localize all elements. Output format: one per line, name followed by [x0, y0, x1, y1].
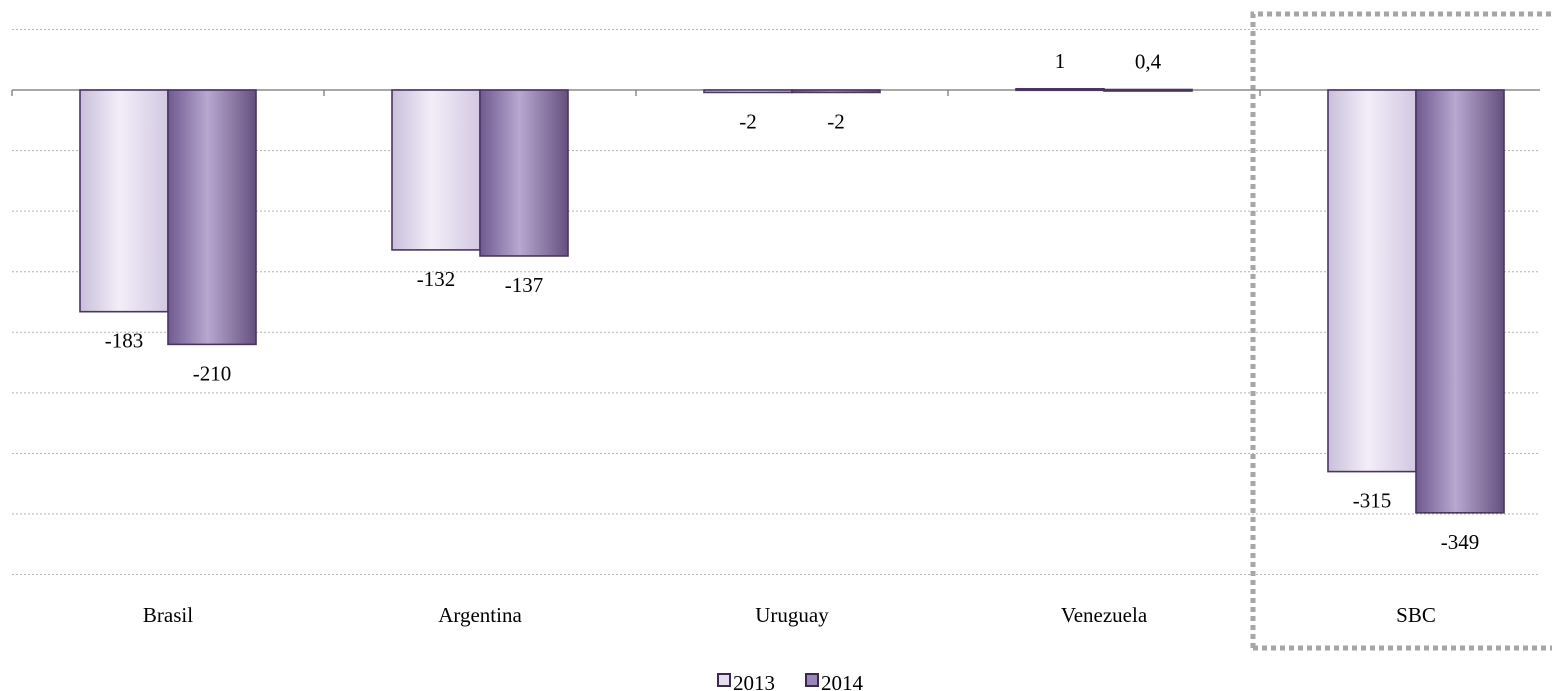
legend-label-2014: 2014	[821, 671, 864, 691]
category-label-brasil: Brasil	[143, 603, 193, 627]
bar-2014-brasil	[167, 89, 257, 346]
legend-swatch-2014	[805, 673, 819, 687]
highlight-box	[1250, 11, 1552, 651]
bar-2013-argentina	[391, 89, 481, 251]
category-label-argentina: Argentina	[438, 603, 522, 627]
category-label-sbc: SBC	[1396, 603, 1436, 627]
data-label-2013-venezuela: 1	[1055, 49, 1066, 73]
legend-label-2013: 2013	[733, 671, 775, 691]
bar-2013-sbc	[1327, 89, 1417, 473]
category-label-uruguay: Uruguay	[755, 603, 829, 627]
data-label-2014-sbc: -349	[1441, 530, 1480, 554]
data-label-2014-argentina: -137	[505, 273, 544, 297]
bar-2014-venezuela	[1103, 88, 1193, 92]
bar-2014-uruguay	[791, 89, 881, 94]
bar-2013-uruguay	[703, 89, 793, 94]
gridlines	[12, 28, 1540, 576]
data-label-2013-uruguay: -2	[739, 109, 757, 133]
legend: 2013 2014	[717, 671, 864, 691]
data-label-2014-brasil: -210	[193, 361, 232, 385]
data-label-2013-argentina: -132	[417, 267, 456, 291]
category-labels: Brasil Argentina Uruguay Venezuela SBC	[143, 603, 1436, 627]
bar-2013-brasil	[79, 89, 169, 313]
data-labels: -183 -210 -132 -137 -2 -2 1 0,4 -315 -349	[105, 49, 1480, 554]
data-label-2013-brasil: -183	[105, 329, 144, 353]
bar-2013-venezuela	[1015, 87, 1105, 92]
legend-swatch-2013	[717, 673, 731, 687]
bar-2014-sbc	[1415, 89, 1505, 514]
data-label-2014-venezuela: 0,4	[1135, 50, 1162, 74]
category-label-venezuela: Venezuela	[1061, 603, 1148, 627]
data-label-2013-sbc: -315	[1353, 489, 1392, 513]
bar-2014-argentina	[479, 89, 569, 257]
highlight-box-border	[1250, 11, 1552, 651]
data-label-2014-uruguay: -2	[827, 109, 845, 133]
bars	[79, 87, 1505, 514]
